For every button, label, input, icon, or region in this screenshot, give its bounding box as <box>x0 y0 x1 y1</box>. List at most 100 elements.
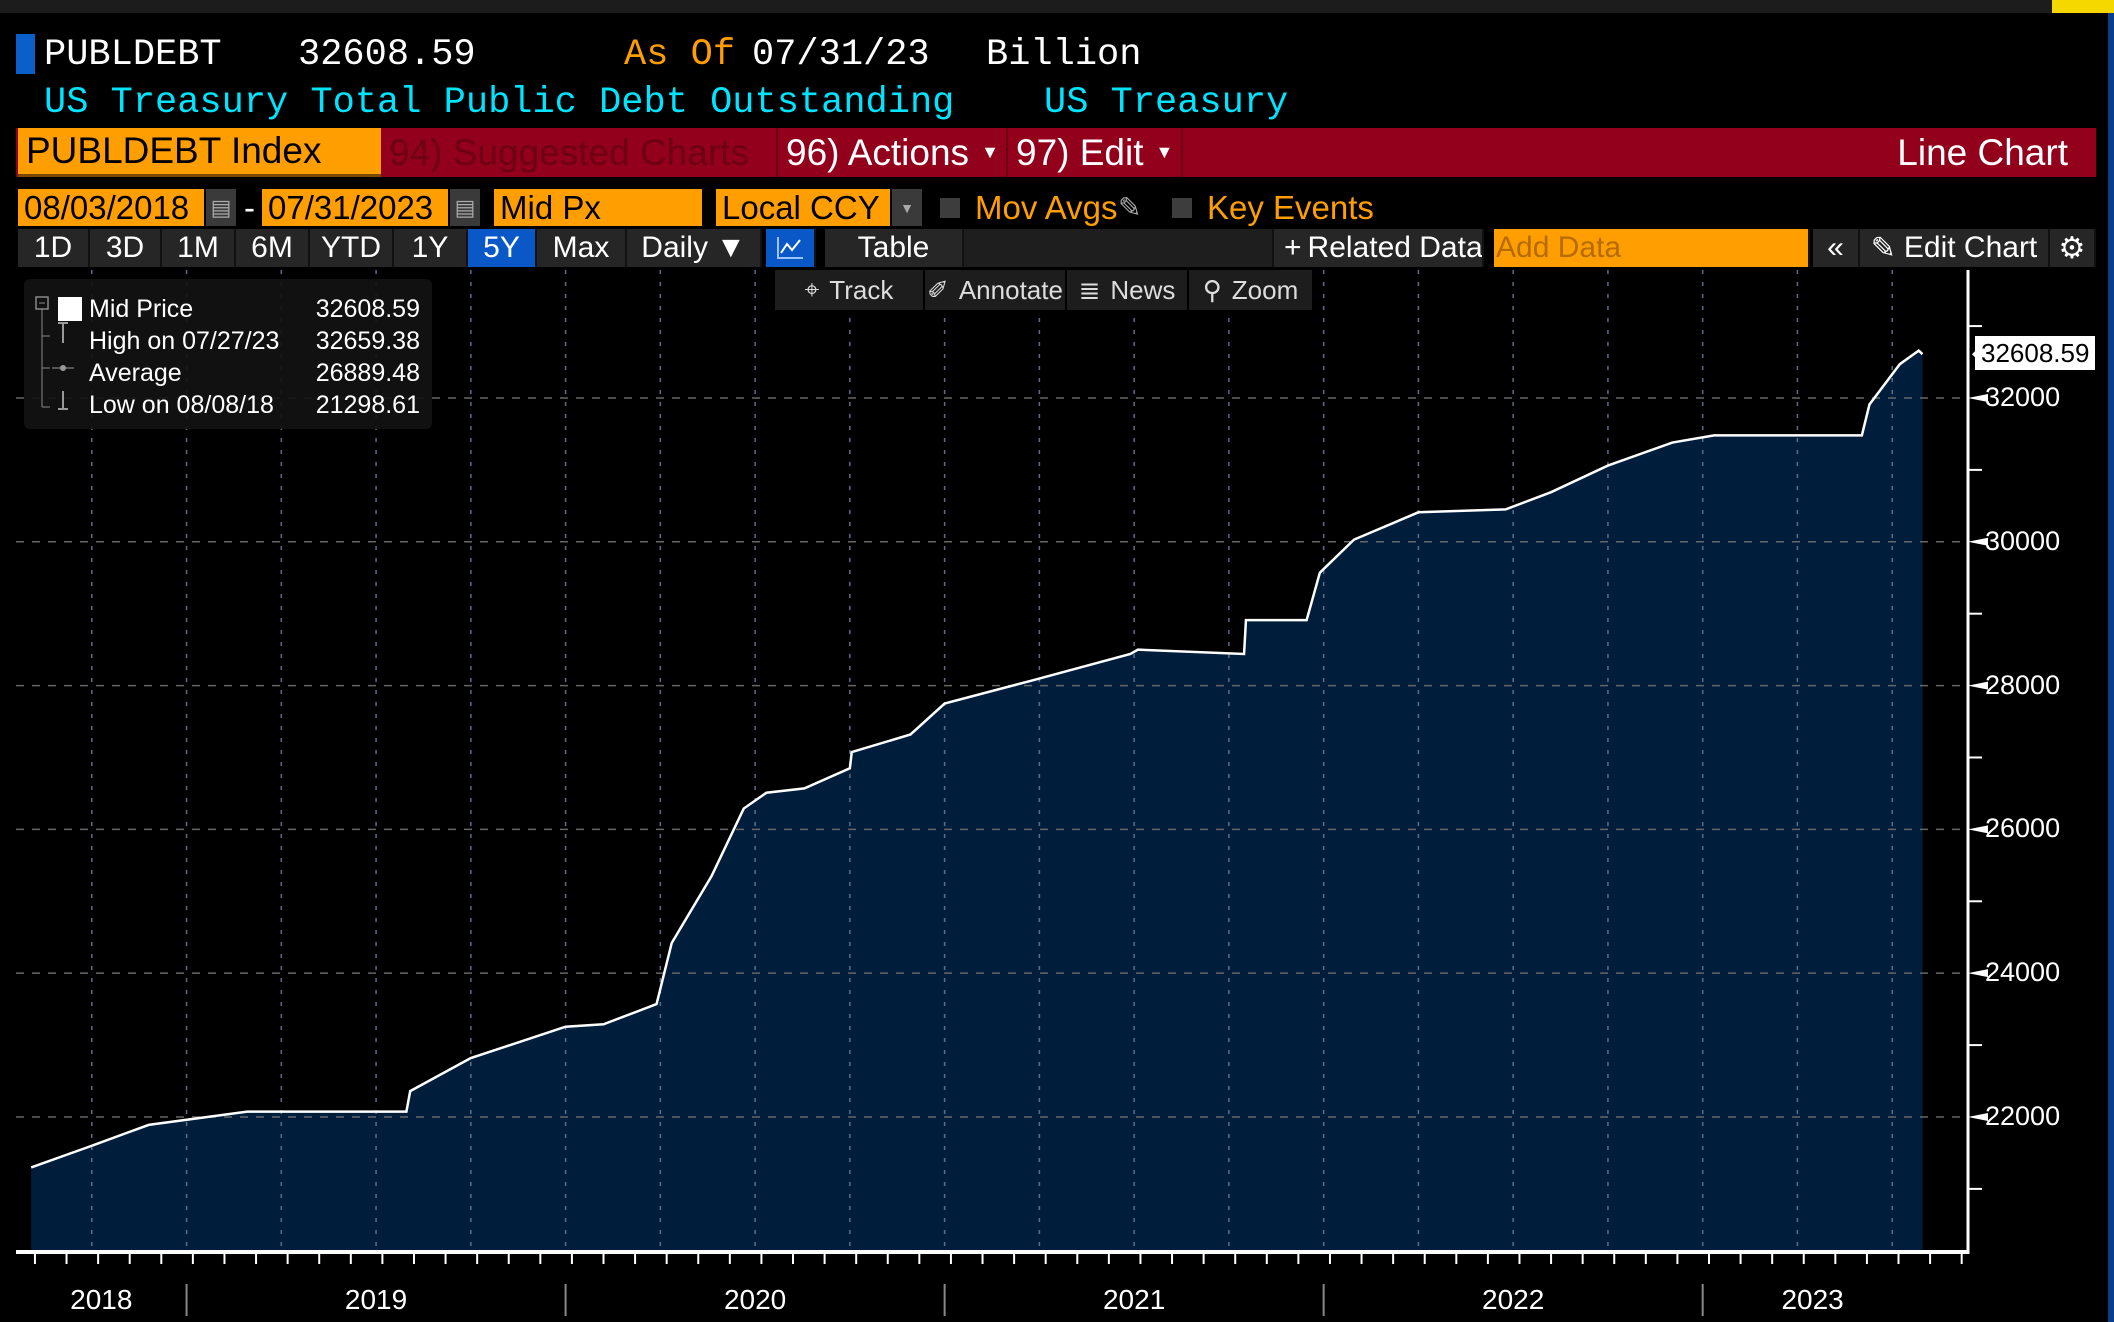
pen-icon: ✐ <box>927 274 949 305</box>
chart-legend: Mid Price 32608.59 High on 07/27/23 3265… <box>24 279 432 429</box>
y-tick-major <box>1968 393 1988 402</box>
table-button[interactable]: Table <box>825 229 964 267</box>
series-line <box>30 348 1924 1169</box>
zoom-label: Zoom <box>1231 274 1299 305</box>
ticker: PUBLDEBT <box>44 34 222 76</box>
alert-corner[interactable] <box>2052 0 2114 13</box>
range-max[interactable]: Max <box>537 229 627 267</box>
mov-avgs-checkbox[interactable] <box>940 198 960 218</box>
x-tick-label: 2022 <box>1482 1284 1545 1315</box>
actions-label: 96) Actions <box>786 131 970 173</box>
magnifier-icon: ⚲ <box>1202 274 1222 305</box>
crosshair-icon: ⌖ <box>804 274 820 304</box>
y-tick-label: 32000 <box>1985 381 2061 412</box>
y-tick-label: 22000 <box>1985 1100 2061 1131</box>
chart-type-text: Line Chart <box>1897 131 2068 173</box>
dropdown-arrow-icon: ▼ <box>981 142 999 162</box>
track-button[interactable]: ⌖ Track <box>775 270 925 310</box>
chart-type-label: Line Chart <box>1181 128 2096 177</box>
legend-high-value: 32659.38 <box>315 327 420 355</box>
frequency-label: Daily <box>641 231 708 264</box>
track-label: Track <box>829 274 894 305</box>
range-1d[interactable]: 1D <box>18 229 90 267</box>
y-tick-major <box>1968 825 1988 834</box>
legend-series-value: 32608.59 <box>315 295 420 323</box>
y-tick-major <box>1968 1112 1988 1121</box>
y-tick-label: 26000 <box>1985 813 2061 844</box>
legend-average-value: 26889.48 <box>315 359 420 387</box>
x-tick-label: 2023 <box>1781 1284 1844 1315</box>
date-separator: - <box>244 188 255 226</box>
range-1m[interactable]: 1M <box>162 229 236 267</box>
unit-label: Billion <box>986 34 1142 76</box>
mov-avgs-label: Mov Avgs <box>975 188 1118 226</box>
suggested-charts-button[interactable]: 94) Suggested Charts <box>389 131 749 173</box>
menu-bar: PUBLDEBT Index 94) Suggested Charts 96) … <box>16 128 2096 177</box>
field-select[interactable]: Mid Px <box>494 189 702 226</box>
last-value: 32608.59 <box>298 34 476 76</box>
legend-low-label: Low on 08/08/18 <box>89 391 274 419</box>
x-tick-label: 2019 <box>344 1284 408 1315</box>
pencil-icon: ✎ <box>1870 231 1896 265</box>
legend-average-label: Average <box>89 359 182 387</box>
end-date-input[interactable]: 07/31/2023 <box>262 189 448 226</box>
add-data-input[interactable]: Add Data <box>1494 229 1810 267</box>
y-tick-major <box>1968 537 1988 546</box>
y-tick-major <box>1968 681 1988 690</box>
calendar-icon[interactable]: ▤ <box>206 189 236 226</box>
toolbar-spacer <box>964 229 1274 267</box>
key-events-label: Key Events <box>1207 188 1374 226</box>
y-tick-label: 24000 <box>1985 957 2061 988</box>
start-date-input[interactable]: 08/03/2018 <box>18 189 204 226</box>
frequency-select[interactable]: Daily ▼ <box>627 229 762 267</box>
range-3d[interactable]: 3D <box>90 229 162 267</box>
range-6m[interactable]: 6M <box>236 229 310 267</box>
security-description: US Treasury Total Public Debt Outstandin… <box>44 82 955 124</box>
security-field[interactable]: PUBLDEBT Index <box>18 128 381 177</box>
y-tick-label: 30000 <box>1985 525 2061 556</box>
annotate-label: Annotate <box>958 274 1063 305</box>
range-1y[interactable]: 1Y <box>394 229 468 267</box>
currency-select[interactable]: Local CCY <box>716 189 890 226</box>
news-label: News <box>1110 274 1176 305</box>
pencil-icon[interactable]: ✎ <box>1118 192 1142 223</box>
as-of-label: As Of <box>624 34 736 76</box>
edit-chart-button[interactable]: ✎ Edit Chart <box>1860 229 2050 267</box>
plus-icon: + <box>1284 231 1302 264</box>
actions-menu[interactable]: 96) Actions ▼ <box>776 128 1006 177</box>
x-tick-label: 2021 <box>1102 1284 1166 1315</box>
series-color-swatch[interactable] <box>58 297 82 321</box>
range-5y[interactable]: 5Y <box>468 229 537 267</box>
dropdown-arrow-icon[interactable]: ▼ <box>892 189 922 226</box>
edit-label: 97) Edit <box>1016 131 1144 173</box>
panel-edge <box>2108 13 2114 1322</box>
security-marker <box>16 34 35 74</box>
news-button[interactable]: ≣ News <box>1067 270 1189 310</box>
legend-series-label: Mid Price <box>89 295 194 323</box>
edit-chart-label: Edit Chart <box>1903 231 2038 264</box>
related-data-button[interactable]: + Related Data <box>1274 229 1484 267</box>
related-data-label: Related Data <box>1307 231 1483 264</box>
list-icon: ≣ <box>1078 274 1101 305</box>
key-events-checkbox[interactable] <box>1172 198 1192 218</box>
annotate-button[interactable]: ✐ Annotate <box>925 270 1067 310</box>
x-tick-label: 2020 <box>723 1284 787 1315</box>
area-fill <box>31 350 1923 1250</box>
x-tick-label: 2018 <box>70 1284 133 1315</box>
zoom-button[interactable]: ⚲ Zoom <box>1189 270 1314 310</box>
y-tick-major <box>1968 969 1988 978</box>
collapse-icon[interactable]: « <box>1813 229 1860 267</box>
dropdown-arrow-icon: ▼ <box>715 231 746 264</box>
calendar-icon[interactable]: ▤ <box>450 189 480 226</box>
edit-menu[interactable]: 97) Edit ▼ <box>1006 128 1181 177</box>
legend-high-label: High on 07/27/23 <box>89 327 280 355</box>
dropdown-arrow-icon: ▼ <box>1155 142 1174 162</box>
line-chart-icon[interactable] <box>766 229 816 267</box>
source-label: US Treasury <box>1044 82 1289 124</box>
range-ytd[interactable]: YTD <box>310 229 394 267</box>
last-price-tag: 32608.59 <box>1975 336 2096 370</box>
y-tick-label: 28000 <box>1985 669 2061 700</box>
legend-low-value: 21298.61 <box>315 391 420 419</box>
gear-icon[interactable]: ⚙ <box>2050 229 2096 267</box>
